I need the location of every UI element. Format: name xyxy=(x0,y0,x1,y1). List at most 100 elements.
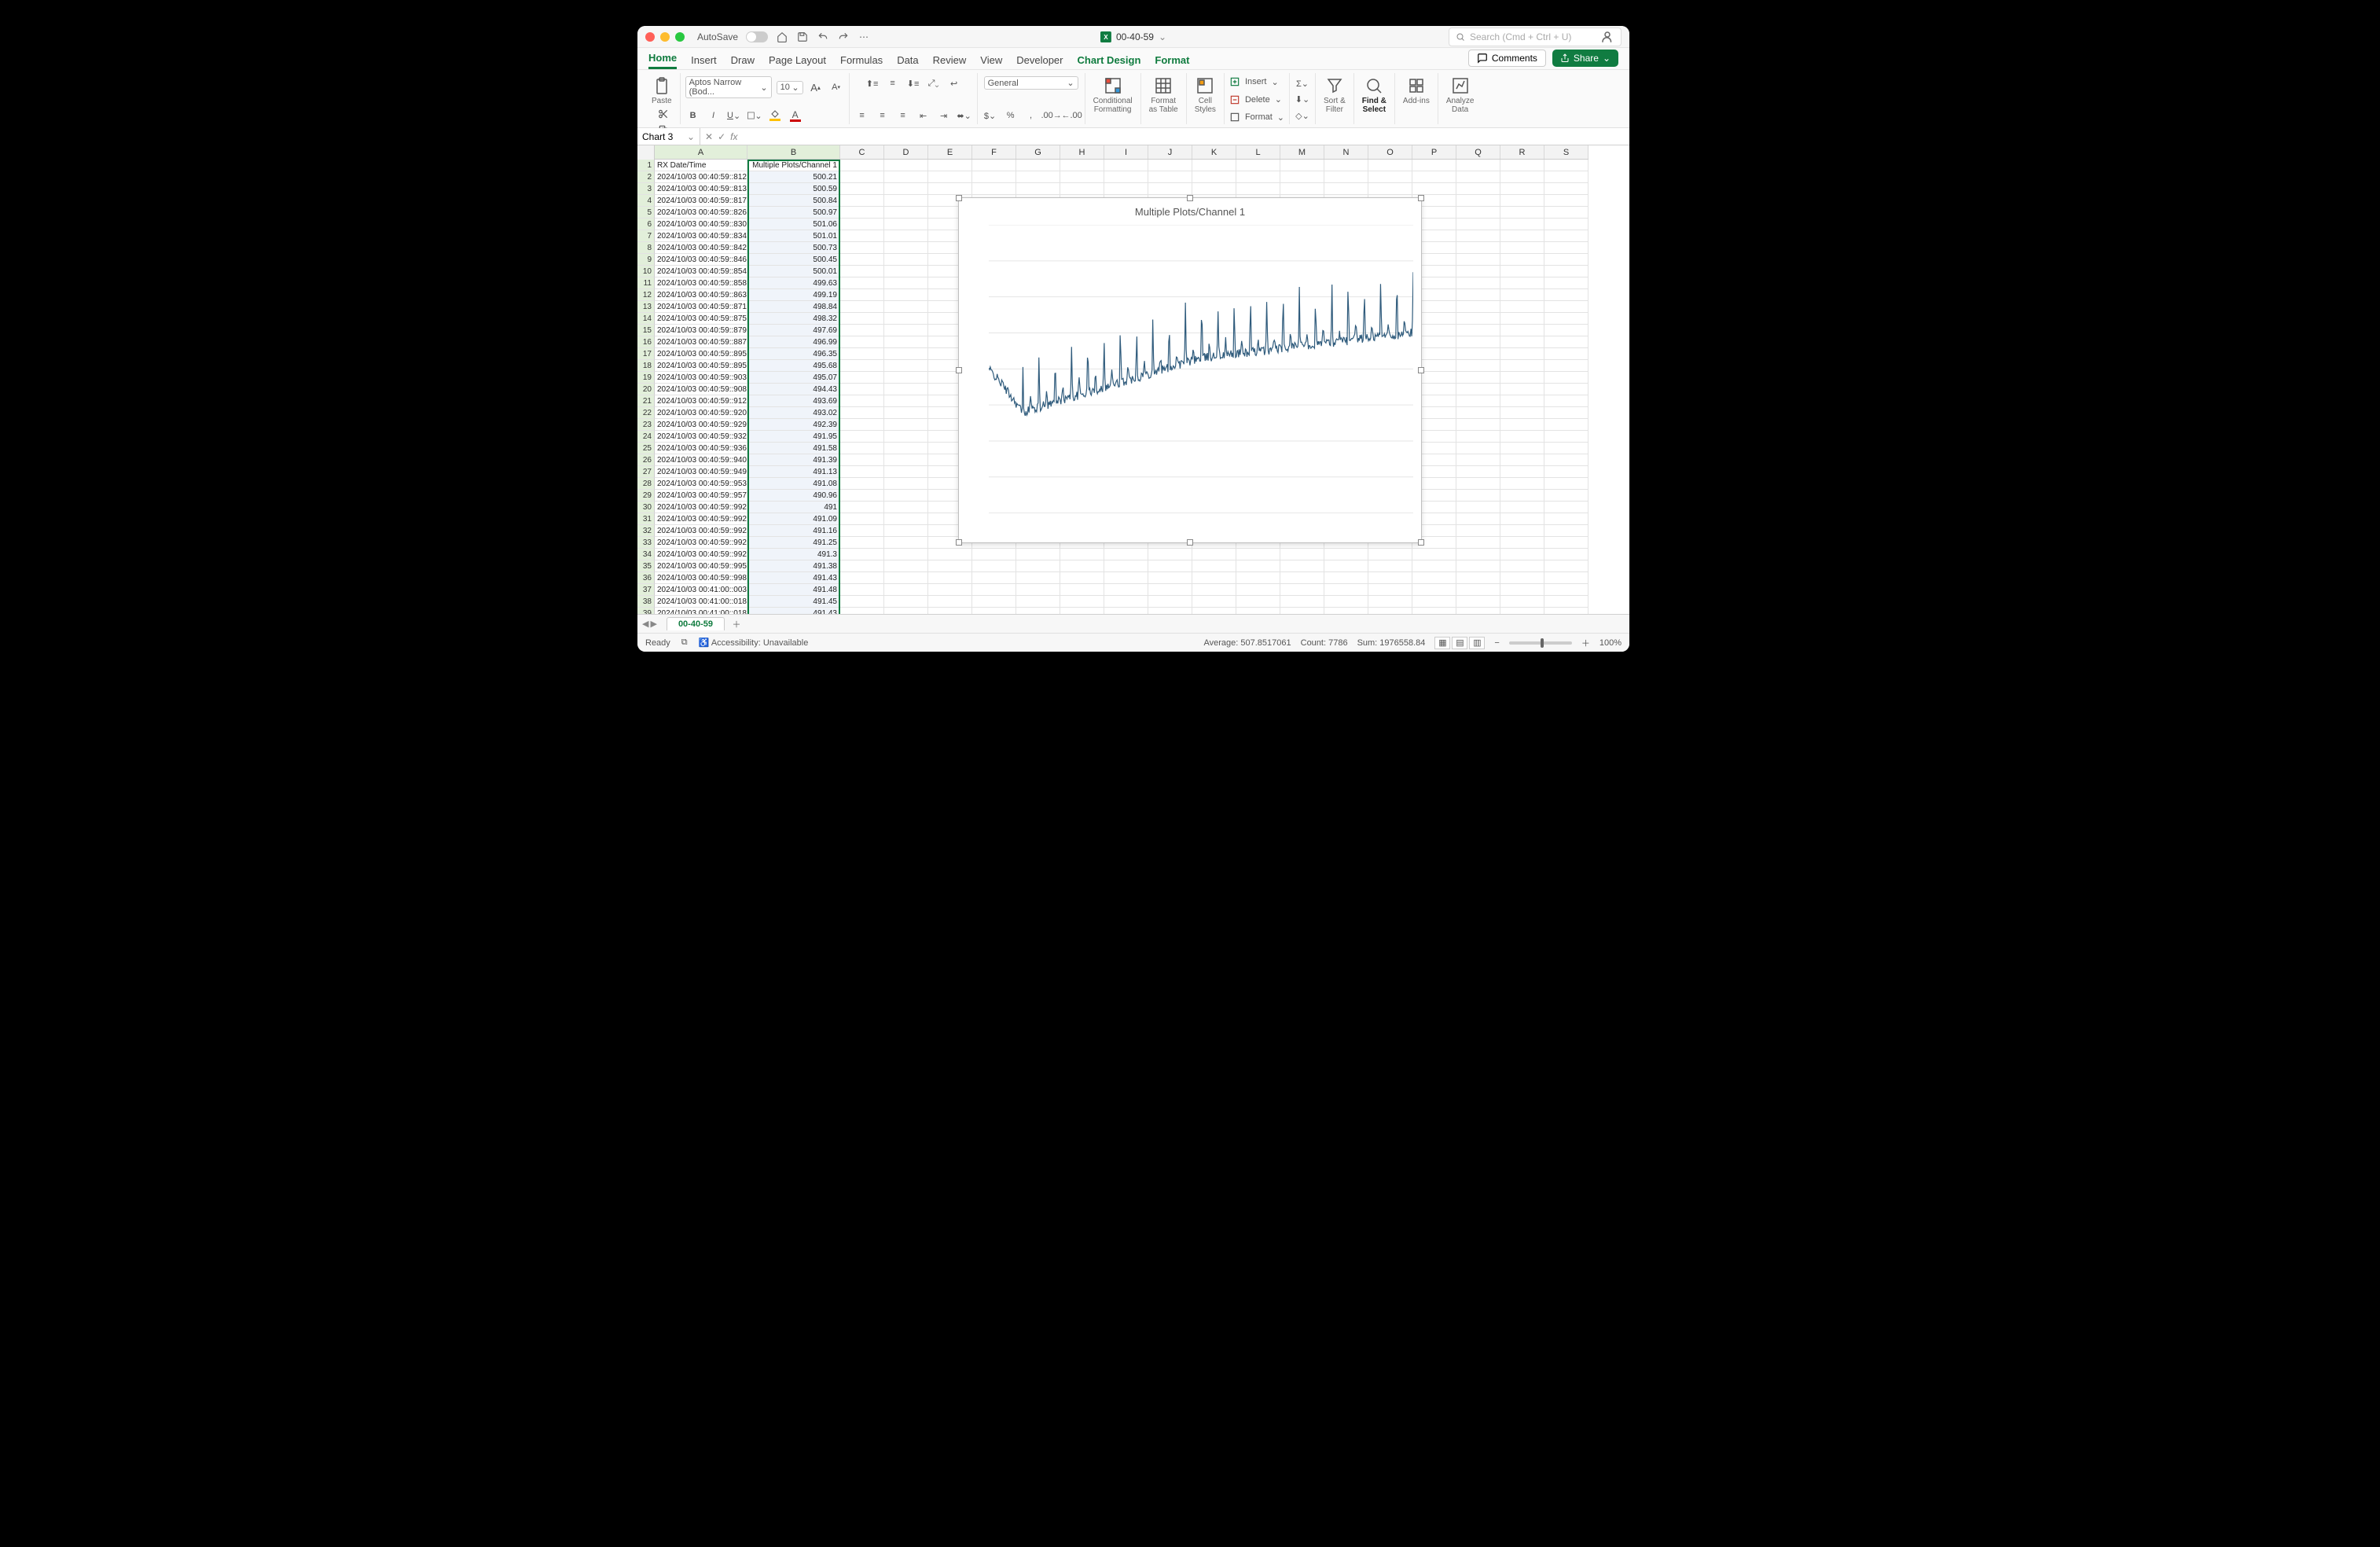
row-header[interactable]: 8 xyxy=(637,242,655,254)
cell[interactable] xyxy=(1500,443,1544,454)
cell[interactable]: 501.01 xyxy=(747,230,840,242)
cell[interactable] xyxy=(884,502,928,513)
cell[interactable]: 493.02 xyxy=(747,407,840,419)
cell[interactable] xyxy=(884,478,928,490)
cell[interactable] xyxy=(840,313,884,325)
cell[interactable] xyxy=(1544,549,1589,560)
cell[interactable] xyxy=(884,608,928,614)
cell[interactable]: 496.35 xyxy=(747,348,840,360)
cell[interactable] xyxy=(840,230,884,242)
cell[interactable] xyxy=(1456,525,1500,537)
cell[interactable] xyxy=(1544,431,1589,443)
cell[interactable]: 2024/10/03 00:40:59::992 xyxy=(655,525,747,537)
row-header[interactable]: 13 xyxy=(637,301,655,313)
zoom-in-button[interactable]: ＋ xyxy=(1581,637,1590,649)
cell[interactable]: 2024/10/03 00:40:59::957 xyxy=(655,490,747,502)
tab-home[interactable]: Home xyxy=(648,52,677,69)
chart-handle[interactable] xyxy=(1187,539,1193,546)
cell[interactable] xyxy=(884,289,928,301)
cell[interactable] xyxy=(1368,584,1412,596)
cell[interactable] xyxy=(1324,584,1368,596)
cell[interactable] xyxy=(1148,549,1192,560)
cell[interactable]: 2024/10/03 00:40:59::846 xyxy=(655,254,747,266)
status-macro-icon[interactable]: ⧉ xyxy=(681,638,688,648)
cell[interactable] xyxy=(884,195,928,207)
row-header[interactable]: 5 xyxy=(637,207,655,219)
column-header-N[interactable]: N xyxy=(1324,145,1368,159)
cell[interactable] xyxy=(884,171,928,183)
cell[interactable] xyxy=(884,325,928,336)
cell[interactable]: 2024/10/03 00:40:59::887 xyxy=(655,336,747,348)
cell[interactable] xyxy=(1456,443,1500,454)
cell[interactable] xyxy=(1456,313,1500,325)
cell[interactable] xyxy=(1236,596,1280,608)
row-header[interactable]: 37 xyxy=(637,584,655,596)
cell[interactable] xyxy=(1060,596,1104,608)
tab-developer[interactable]: Developer xyxy=(1016,54,1063,69)
cell[interactable] xyxy=(928,171,972,183)
cell[interactable] xyxy=(1544,490,1589,502)
cell[interactable] xyxy=(840,478,884,490)
cell[interactable] xyxy=(1016,596,1060,608)
cell[interactable]: 491.45 xyxy=(747,596,840,608)
cell[interactable] xyxy=(884,443,928,454)
cell[interactable] xyxy=(1500,360,1544,372)
cell[interactable] xyxy=(1280,549,1324,560)
chart-title[interactable]: Multiple Plots/Channel 1 xyxy=(959,198,1421,219)
cell[interactable] xyxy=(1500,277,1544,289)
spreadsheet-grid[interactable]: ABCDEFGHIJKLMNOPQRS 1RX Date/TimeMultipl… xyxy=(637,145,1629,614)
cell[interactable]: 2024/10/03 00:40:59::830 xyxy=(655,219,747,230)
cell[interactable] xyxy=(840,242,884,254)
cell[interactable] xyxy=(1500,207,1544,219)
row-header[interactable]: 29 xyxy=(637,490,655,502)
row-header[interactable]: 38 xyxy=(637,596,655,608)
cell[interactable]: 500.01 xyxy=(747,266,840,277)
align-middle-button[interactable]: ≡ xyxy=(885,76,901,90)
cell[interactable] xyxy=(1104,596,1148,608)
cell[interactable] xyxy=(1500,537,1544,549)
cell[interactable] xyxy=(1324,160,1368,171)
cell[interactable] xyxy=(1544,572,1589,584)
cell[interactable] xyxy=(1192,596,1236,608)
cell[interactable]: 491.39 xyxy=(747,454,840,466)
cell[interactable]: 2024/10/03 00:40:59::920 xyxy=(655,407,747,419)
cell[interactable] xyxy=(1148,572,1192,584)
cell[interactable] xyxy=(840,407,884,419)
cell[interactable] xyxy=(1456,549,1500,560)
cell[interactable] xyxy=(1500,431,1544,443)
cell[interactable] xyxy=(1280,584,1324,596)
cell[interactable]: 491.38 xyxy=(747,560,840,572)
cell[interactable]: 2024/10/03 00:40:59::842 xyxy=(655,242,747,254)
row-header[interactable]: 32 xyxy=(637,525,655,537)
cell[interactable] xyxy=(840,219,884,230)
cell[interactable] xyxy=(1500,608,1544,614)
bold-button[interactable]: B xyxy=(685,108,701,123)
cell[interactable]: 496.99 xyxy=(747,336,840,348)
cell[interactable] xyxy=(1456,407,1500,419)
cell[interactable] xyxy=(1368,596,1412,608)
cell[interactable] xyxy=(840,207,884,219)
align-left-button[interactable]: ≡ xyxy=(854,108,870,123)
zoom-level[interactable]: 100% xyxy=(1600,638,1622,648)
cell[interactable]: 2024/10/03 00:40:59::953 xyxy=(655,478,747,490)
cell[interactable] xyxy=(1412,608,1456,614)
cell[interactable] xyxy=(1016,549,1060,560)
cell[interactable]: 2024/10/03 00:41:00::018 xyxy=(655,596,747,608)
cell[interactable] xyxy=(884,466,928,478)
cell[interactable] xyxy=(1456,207,1500,219)
row-header[interactable]: 16 xyxy=(637,336,655,348)
cell[interactable] xyxy=(1236,549,1280,560)
cell[interactable] xyxy=(1148,608,1192,614)
cell[interactable]: 2024/10/03 00:40:59::908 xyxy=(655,384,747,395)
cell[interactable]: 2024/10/03 00:41:00::018 xyxy=(655,608,747,614)
chart-handle[interactable] xyxy=(1187,195,1193,201)
cell[interactable] xyxy=(1456,431,1500,443)
cell[interactable] xyxy=(840,171,884,183)
cell[interactable]: 2024/10/03 00:40:59::992 xyxy=(655,537,747,549)
cell[interactable]: 2024/10/03 00:40:59::992 xyxy=(655,502,747,513)
cell[interactable] xyxy=(1544,195,1589,207)
row-header[interactable]: 36 xyxy=(637,572,655,584)
row-header[interactable]: 20 xyxy=(637,384,655,395)
cell[interactable]: 2024/10/03 00:40:59::995 xyxy=(655,560,747,572)
cell[interactable]: 491.3 xyxy=(747,549,840,560)
